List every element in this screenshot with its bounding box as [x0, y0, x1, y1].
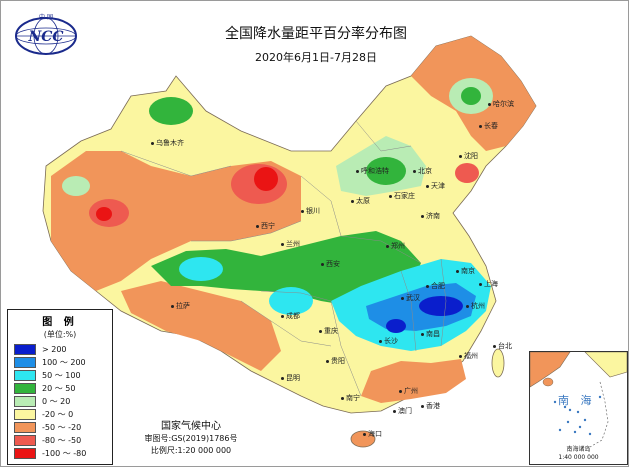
region-extreme-wet-core: [419, 296, 463, 316]
legend-swatch: [14, 344, 36, 355]
city-label: 南京: [456, 266, 475, 276]
city-label: 海口: [363, 429, 382, 439]
legend-label: -20 ～ 0: [42, 410, 74, 419]
inset-caption: 南海诸岛 1:40 000 000: [530, 446, 627, 462]
region-extreme-dry-liaoning: [455, 163, 479, 183]
legend-row: -20 ～ 0: [8, 408, 112, 421]
city-label: 天津: [426, 181, 445, 191]
inset-caption-line2: 1:40 000 000: [558, 454, 599, 461]
city-label: 兰州: [281, 239, 300, 249]
city-label: 哈尔滨: [488, 99, 514, 109]
legend-label: -50 ～ -20: [42, 423, 82, 432]
legend-row: 50 ～ 100: [8, 369, 112, 382]
legend-row: -50 ～ -20: [8, 421, 112, 434]
legend-swatch: [14, 383, 36, 394]
legend-row: 20 ～ 50: [8, 382, 112, 395]
city-label: 重庆: [319, 326, 338, 336]
legend-swatch: [14, 422, 36, 433]
logo-caption: 中 国: [39, 13, 53, 21]
legend-label: > 200: [42, 345, 67, 354]
city-label: 杭州: [466, 301, 485, 311]
city-label: 南昌: [421, 329, 440, 339]
legend-swatch: [14, 448, 36, 459]
legend-unit: (单位:%): [43, 330, 77, 339]
legend-row: -80 ～ -50: [8, 434, 112, 447]
city-label: 香港: [421, 401, 440, 411]
legend-label: 0 ～ 20: [42, 397, 71, 406]
logo-text: NCC: [27, 29, 63, 45]
legend-label: -100 ～ -80: [42, 449, 87, 458]
legend: 图 例 (单位:%) > 200 100 ～ 200 50 ～ 100 20 ～ 50…: [7, 309, 113, 465]
city-label: 福州: [459, 351, 478, 361]
city-label: 贵阳: [326, 356, 345, 366]
city-label: 北京: [413, 166, 432, 176]
city-label: 昆明: [281, 373, 300, 383]
city-label: 银川: [301, 206, 320, 216]
region-tibet-dry: [121, 281, 281, 371]
region-wet-xinjiang-west: [62, 176, 90, 196]
region-wet-hlj-core: [461, 87, 481, 105]
city-label: 呼和浩特: [356, 166, 389, 176]
legend-label: 100 ～ 200: [42, 358, 86, 367]
legend-row: 100 ～ 200: [8, 356, 112, 369]
ncc-globe-icon: NCC 中 国: [15, 13, 77, 55]
region-wet-north-xinjiang: [149, 97, 193, 125]
credits-org: 国家气候中心: [161, 421, 221, 432]
legend-label: -80 ～ -50: [42, 436, 82, 445]
city-label: 南宁: [341, 393, 360, 403]
legend-rows: > 200 100 ～ 200 50 ～ 100 20 ～ 50 0 ～ 20 -20 ～…: [8, 343, 112, 460]
city-label: 郑州: [386, 241, 405, 251]
city-label: 长春: [479, 121, 498, 131]
legend-row: > 200: [8, 343, 112, 356]
city-label: 台北: [493, 341, 512, 351]
region-south-dry: [361, 359, 466, 403]
legend-swatch: [14, 396, 36, 407]
legend-label: 50 ～ 100: [42, 371, 81, 380]
inset-map: [530, 352, 627, 448]
city-label: 成都: [281, 311, 300, 321]
legend-swatch: [14, 370, 36, 381]
map-title: 全国降水量距平百分率分布图: [225, 26, 407, 42]
legend-label: 20 ～ 50: [42, 384, 76, 393]
inset-caption-line1: 南海诸岛: [566, 446, 591, 453]
city-label: 上海: [479, 279, 498, 289]
legend-swatch: [14, 357, 36, 368]
city-label: 长沙: [379, 336, 398, 346]
city-label: 石家庄: [389, 191, 415, 201]
city-label: 太原: [351, 196, 370, 206]
city-label: 济南: [421, 211, 440, 221]
city-label: 乌鲁木齐: [151, 138, 184, 148]
city-label: 澳门: [393, 406, 412, 416]
legend-swatch: [14, 409, 36, 420]
map-credits: 国家气候中心 审图号:GS(2019)1786号 比例尺:1:20 000 00…: [121, 421, 261, 457]
credits-scale: 比例尺:1:20 000 000: [150, 446, 232, 455]
city-label: 合肥: [426, 281, 445, 291]
region-very-wet-sichuan: [269, 287, 313, 315]
region-wet-central: [151, 231, 421, 306]
legend-title: 图 例: [42, 317, 78, 328]
region-taiwan: [491, 348, 505, 378]
credits-approval: 审图号:GS(2019)1786号: [144, 434, 238, 443]
legend-row: 0 ～ 20: [8, 395, 112, 408]
legend-row: -100 ～ -80: [8, 447, 112, 460]
region-extreme-wet-core-2: [386, 319, 406, 333]
region-extreme-dry-gansu-core: [254, 167, 278, 191]
city-label: 西安: [321, 259, 340, 269]
inset-label: 南 海: [558, 394, 596, 407]
city-label: 沈阳: [459, 151, 478, 161]
legend-swatch: [14, 435, 36, 446]
region-very-wet-qinghai: [179, 257, 223, 281]
city-label: 拉萨: [171, 301, 190, 311]
region-extreme-dry-xinjiang-core: [96, 207, 112, 221]
south-china-sea-inset: 南 海 南海诸岛 1:40 000 000: [529, 351, 628, 465]
city-label: 广州: [399, 386, 418, 396]
map-subtitle: 2020年6月1日-7月28日: [255, 51, 377, 64]
ncc-logo: NCC 中 国: [13, 11, 79, 57]
province-boundaries: [120, 120, 447, 397]
city-label: 西宁: [256, 221, 275, 231]
city-label: 武汉: [401, 293, 420, 303]
